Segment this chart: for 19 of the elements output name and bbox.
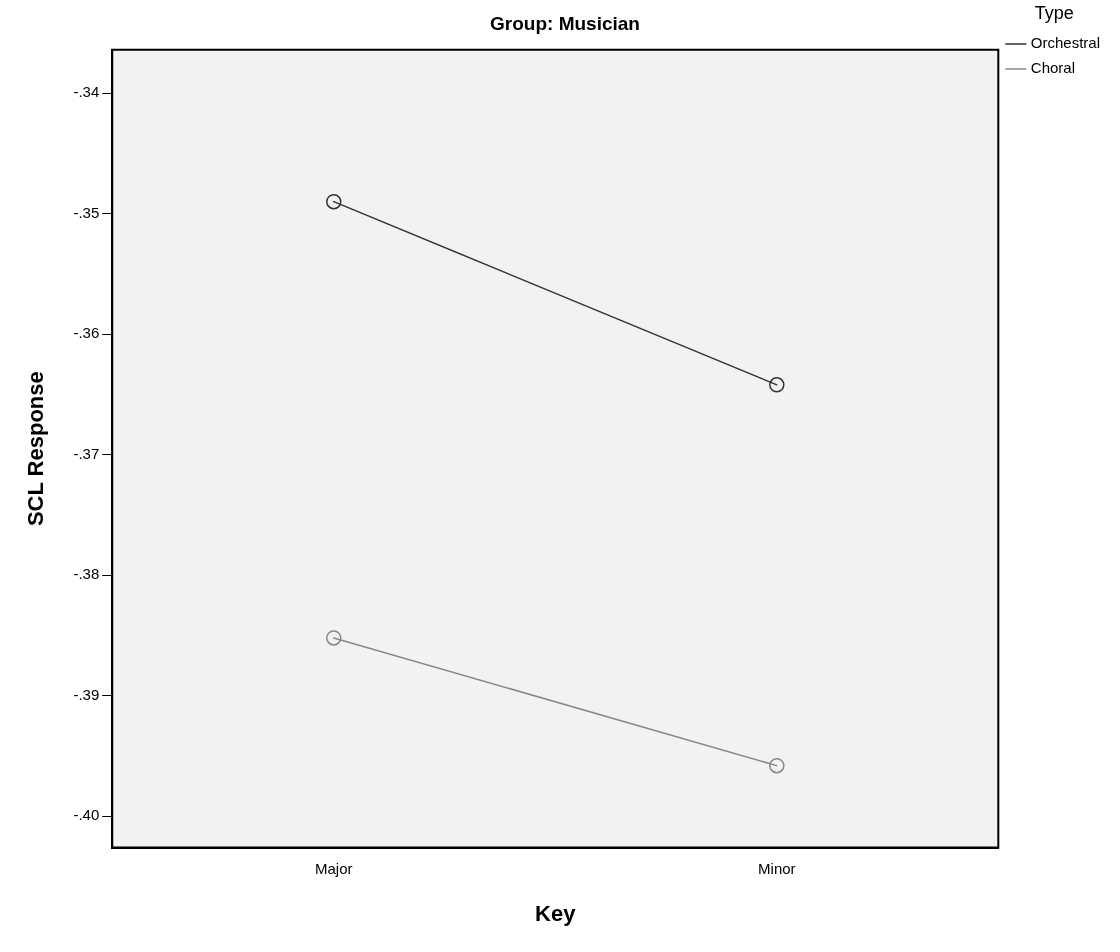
point bbox=[326, 193, 342, 210]
y-axis-title: SCL Response bbox=[23, 371, 49, 527]
y-tick-label: -.34 bbox=[73, 83, 100, 101]
y-tick-label: -.35 bbox=[73, 203, 100, 221]
y-tick-label: -.39 bbox=[73, 685, 100, 703]
x-axis-title: Key bbox=[535, 900, 577, 926]
point bbox=[769, 377, 785, 393]
x-tick-label: Minor bbox=[758, 859, 796, 877]
y-tick-label: -.38 bbox=[73, 565, 100, 583]
legend-label: Orchestral bbox=[1030, 34, 1100, 52]
legend-label: Choral bbox=[1030, 59, 1075, 77]
chart-title: Group: Musician bbox=[490, 12, 640, 34]
legend-title: Type bbox=[1034, 2, 1074, 23]
point bbox=[769, 757, 785, 774]
y-tick-label: -.40 bbox=[73, 806, 100, 824]
point bbox=[326, 630, 342, 646]
y-tick-label: -.37 bbox=[73, 444, 100, 462]
x-tick-label: Major bbox=[315, 859, 353, 877]
y-tick-label: -.36 bbox=[73, 324, 100, 342]
